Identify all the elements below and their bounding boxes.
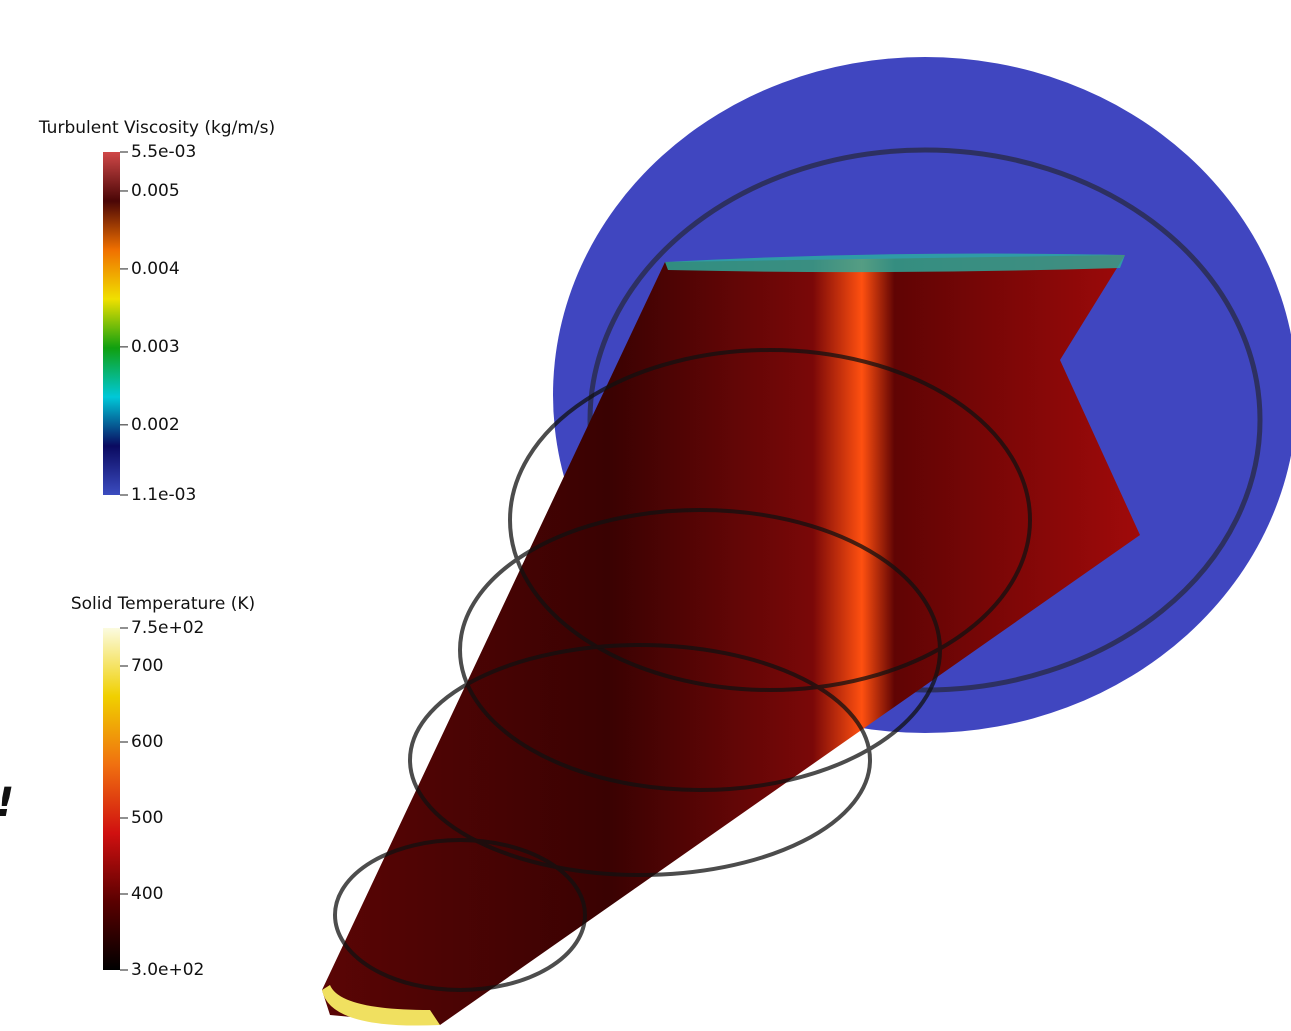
render-view: ! Turbulent Viscosity (kg/m/s) 5.5e-03 0.0… xyxy=(0,0,1291,1031)
tick-label: 0.003 xyxy=(131,337,180,357)
tick-label: 500 xyxy=(131,808,163,828)
tick-label: 0.004 xyxy=(131,259,180,279)
tick-label: 5.5e-03 xyxy=(131,142,196,162)
tick-label: 700 xyxy=(131,656,163,676)
colorbar xyxy=(103,628,120,970)
colorbar-title: Solid Temperature (K) xyxy=(71,594,255,614)
tick-label: 7.5e+02 xyxy=(131,618,204,638)
tick-label: 0.002 xyxy=(131,415,180,435)
tick-label: 3.0e+02 xyxy=(131,960,204,980)
colorbar xyxy=(103,152,120,495)
colorbar-title: Turbulent Viscosity (kg/m/s) xyxy=(38,118,275,138)
tick-label: 400 xyxy=(131,884,163,904)
tick-label: 600 xyxy=(131,732,163,752)
tick-label: 0.005 xyxy=(131,181,180,201)
scene xyxy=(322,57,1291,1026)
tick-label: 1.1e-03 xyxy=(131,485,196,505)
clipped-text: ! xyxy=(0,780,14,826)
